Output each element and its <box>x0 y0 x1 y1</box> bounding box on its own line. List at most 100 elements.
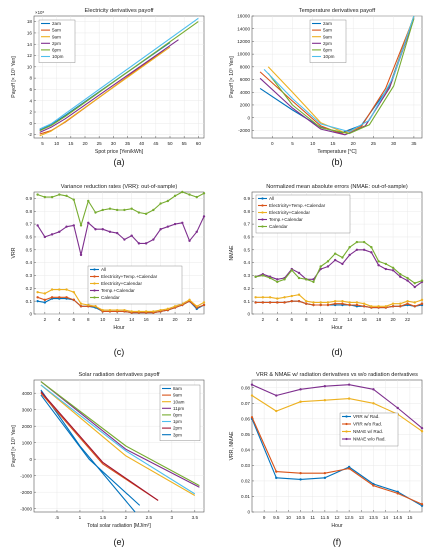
x-tick-label: 9 <box>263 515 266 520</box>
x-tick-label: 10 <box>286 515 292 520</box>
legend-label: 10am <box>173 399 185 404</box>
legend-label: 6pm <box>52 48 61 53</box>
x-tick-label: 14 <box>129 317 135 322</box>
y-tick-label: 2000 <box>22 424 33 429</box>
x-tick-label: 40 <box>139 141 145 146</box>
legend-marker <box>261 197 264 200</box>
x-tick-label: 16 <box>144 317 150 322</box>
series-marker-5 <box>43 195 47 199</box>
x-tick-label: 1 <box>79 515 82 520</box>
x-tick-label: 20 <box>351 141 357 146</box>
series-marker-3 <box>152 310 155 313</box>
legend-marker <box>261 225 264 228</box>
series-marker-2 <box>36 296 39 299</box>
x-tick-label: 18 <box>376 317 382 322</box>
y-tick-label: 0 <box>29 312 32 317</box>
series-marker-4 <box>406 279 409 282</box>
y-tick-label: -2 <box>28 132 33 137</box>
legend-label: VRR w/o Rad. <box>353 422 382 427</box>
series-marker-5 <box>87 199 90 203</box>
legend-marker <box>93 268 96 271</box>
chart-panel-2: 0 5 10 15 20 25 30 35 -2000 0 2000 4000 6000 8000 1000… <box>229 8 423 167</box>
legend-marker <box>345 430 348 433</box>
series-marker-5 <box>413 281 416 285</box>
legend-marker <box>345 422 348 426</box>
x-tick-label: 30 <box>391 141 397 146</box>
y-tick-label: 0.7 <box>244 222 251 227</box>
chart-panel-6: 9 9.5 10 10.5 11 11.5 12 12.5 13 13.5 14 14.5 15 0 0.0… <box>229 372 424 547</box>
series-marker-2 <box>254 301 257 304</box>
legend-label: Calendar <box>101 295 120 300</box>
x-tick-label: 12 <box>334 515 340 520</box>
series-marker-5 <box>283 278 286 281</box>
legend-box <box>255 194 351 234</box>
x-tick-label: 22 <box>187 317 193 322</box>
y-tick-label: 10 <box>27 64 33 69</box>
series-marker-3 <box>347 397 351 400</box>
series-marker-4 <box>275 394 278 397</box>
series-marker-4 <box>362 248 366 251</box>
series-marker-3 <box>250 394 254 397</box>
y-tick-label: 0.9 <box>26 196 33 201</box>
series-marker-4 <box>299 388 302 391</box>
series-marker-5 <box>261 274 265 277</box>
series-marker-3 <box>290 294 293 298</box>
series-marker-5 <box>181 190 184 194</box>
series-marker-1 <box>43 301 47 304</box>
x-tick-label: 10.5 <box>296 515 305 520</box>
y-tick-label: 0.9 <box>244 196 251 201</box>
series-marker-4 <box>123 238 126 241</box>
y-axis-label: Payoff [× 10⁵ Yen] <box>11 425 17 467</box>
series-marker-4 <box>420 426 424 430</box>
series-marker-3 <box>323 398 327 402</box>
chart-title: Variance reduction rates (VRR): out-of-s… <box>61 184 178 190</box>
legend-label: 3pm <box>173 432 182 437</box>
series-marker-2 <box>323 471 327 475</box>
series-marker-2 <box>268 301 272 304</box>
y-tick-label: 0.5 <box>26 247 33 252</box>
series-marker-4 <box>79 253 83 257</box>
series-marker-3 <box>94 305 97 308</box>
series-marker-2 <box>399 305 402 308</box>
legend-label: Electricity+Temp.+Calendar <box>269 203 326 208</box>
chart-panel-3: 2 4 6 8 10 12 14 16 18 20 22 0 0.1 0.2 0.3 0.4 0.5 0.6 0.7… <box>11 184 206 357</box>
series-marker-4 <box>94 228 97 231</box>
y-tick-label: 2000 <box>240 103 251 108</box>
legend-marker <box>261 204 264 207</box>
x-tick-label: 2.5 <box>146 515 153 520</box>
series-marker-5 <box>195 195 198 199</box>
series-marker-3 <box>188 298 191 302</box>
series-marker-5 <box>399 272 402 276</box>
x-tick-label: 12 <box>115 317 121 322</box>
legend-label: All <box>269 196 274 201</box>
series-line-3 <box>251 395 423 432</box>
series-marker-5 <box>312 280 315 284</box>
series-marker-5 <box>384 262 388 266</box>
legend-label: 9am <box>52 34 61 39</box>
y-tick-label: 1000 <box>22 440 33 445</box>
series-marker-5 <box>166 199 170 203</box>
y-tick-label: 8 <box>29 76 32 81</box>
legend-marker <box>93 282 96 285</box>
series-marker-5 <box>36 193 39 196</box>
legend-box <box>87 265 183 305</box>
series-marker-3 <box>297 293 301 296</box>
y-tick-label: 0.1 <box>26 299 33 304</box>
series-marker-3 <box>377 305 380 308</box>
y-tick-label: 10000 <box>237 52 250 57</box>
series-marker-2 <box>72 298 75 302</box>
panel-caption: (d) <box>332 347 343 357</box>
x-tick-label: 4 <box>276 317 279 322</box>
x-tick-label: 25 <box>371 141 377 146</box>
series-marker-2 <box>305 302 308 305</box>
legend-box <box>309 19 347 63</box>
y-tick-label: 0.2 <box>244 286 251 291</box>
series-marker-3 <box>123 308 126 312</box>
x-axis-label: Hour <box>113 325 125 331</box>
series-marker-3 <box>372 402 375 405</box>
series-marker-1 <box>299 478 302 481</box>
legend-label: NMAE w/ Rad. <box>353 429 383 434</box>
series-marker-2 <box>290 299 293 303</box>
series-marker-3 <box>268 296 272 299</box>
x-tick-label: 12.5 <box>345 515 354 520</box>
